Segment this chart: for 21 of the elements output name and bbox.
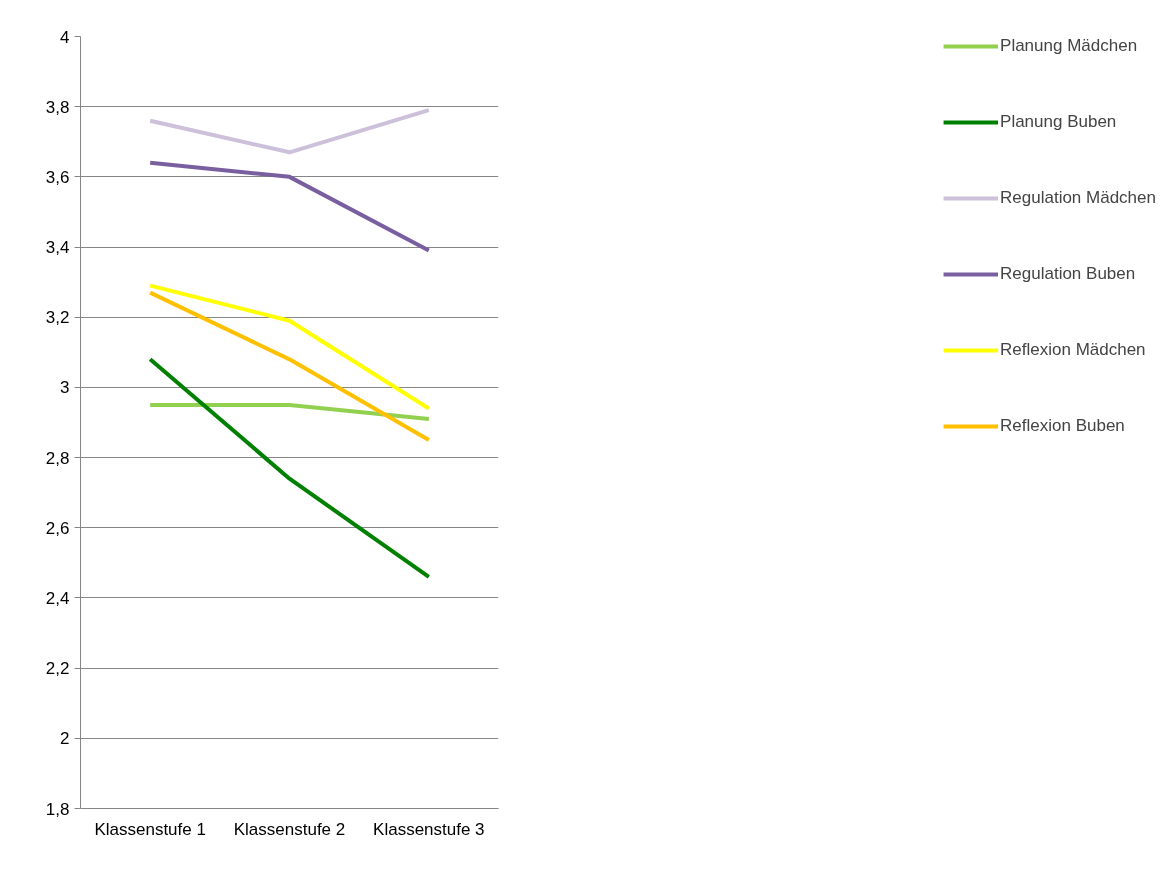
y-tick-label: 4 — [60, 27, 70, 47]
y-tick-label: 2,6 — [45, 518, 70, 538]
legend-label: Reflexion Buben — [1000, 416, 1125, 436]
legend-label: Regulation Mädchen — [1000, 188, 1156, 208]
y-tick-label: 2 — [60, 729, 70, 749]
y-tick-label: 2,2 — [45, 659, 70, 679]
y-tick-label: 2,4 — [45, 588, 70, 608]
y-tick-label: 3,6 — [45, 167, 70, 187]
y-tick-label: 2,8 — [45, 448, 70, 468]
x-tick-label: Klassenstufe 1 — [94, 819, 206, 839]
y-tick-label: 3,8 — [45, 97, 70, 117]
x-tick-label: Klassenstufe 3 — [373, 819, 485, 839]
y-tick-label: 3 — [60, 378, 70, 398]
legend-label: Planung Buben — [1000, 112, 1117, 132]
x-tick-label: Klassenstufe 2 — [233, 819, 346, 839]
legend-label: Planung Mädchen — [1000, 36, 1138, 56]
legend-label: Regulation Buben — [1000, 264, 1136, 284]
legend-label: Reflexion Mädchen — [1000, 340, 1146, 360]
y-tick-label: 3,4 — [45, 238, 70, 258]
y-tick-label: 3,2 — [45, 308, 70, 328]
y-tick-label: 1,8 — [45, 799, 70, 819]
